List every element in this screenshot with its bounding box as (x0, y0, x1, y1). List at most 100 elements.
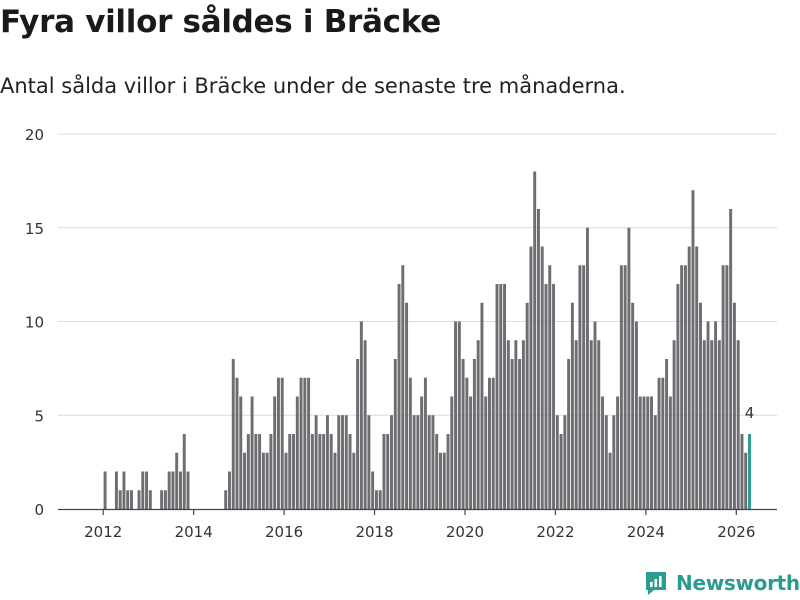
bar (714, 321, 718, 509)
bar (552, 284, 556, 509)
bar (333, 452, 337, 509)
bar (488, 377, 491, 509)
bar (386, 434, 390, 509)
x-tick-label-2026: 2026 (717, 523, 755, 541)
bar (676, 284, 680, 509)
bar (495, 284, 499, 509)
bar (469, 396, 473, 509)
bar (484, 396, 488, 509)
bar (427, 415, 431, 509)
bar (416, 415, 420, 509)
bar (608, 452, 612, 509)
newsworthy-brand[interactable]: Newsworthy (644, 570, 800, 596)
bar (503, 284, 507, 509)
bar (642, 396, 646, 509)
bar (114, 471, 118, 509)
bar (518, 359, 522, 509)
bar (367, 415, 371, 509)
bar (729, 209, 733, 509)
bar (160, 490, 164, 509)
bar (412, 415, 416, 509)
bar (717, 340, 721, 509)
y-tick-label-20: 20 (25, 126, 44, 144)
x-tick-label-2014: 2014 (175, 523, 213, 541)
bar (646, 396, 650, 509)
bar (356, 359, 360, 509)
bar (295, 396, 299, 509)
bar (439, 452, 442, 509)
y-tick-label-15: 15 (25, 220, 44, 238)
bar (699, 302, 702, 509)
bar (182, 434, 186, 509)
bar (472, 359, 476, 509)
bar (186, 471, 190, 509)
bar (171, 471, 175, 509)
bar (284, 452, 288, 509)
bar (574, 340, 578, 509)
bar (352, 452, 356, 509)
bar (318, 434, 322, 509)
bar (665, 359, 669, 509)
bar (740, 434, 744, 509)
axes: 0 5 10 15 20 2012 2014 2016 2018 2020 2022 2024 2026 (25, 126, 777, 541)
bar (329, 434, 333, 509)
bar (122, 471, 126, 509)
bar (476, 340, 480, 509)
gridlines (58, 133, 777, 416)
bar (525, 302, 529, 509)
bar (680, 265, 684, 509)
bars (103, 171, 751, 509)
bar (363, 340, 367, 509)
bar (491, 377, 495, 509)
x-tick-label-2016: 2016 (265, 523, 303, 541)
bar (382, 434, 386, 509)
bar (499, 284, 503, 509)
bar (148, 490, 152, 509)
bar (303, 377, 307, 509)
bar (555, 415, 559, 509)
bar (310, 434, 314, 509)
bar (431, 415, 435, 509)
bar (175, 452, 179, 509)
bar (393, 359, 397, 509)
bar-value-label: 4 (745, 404, 755, 422)
bar (638, 396, 642, 509)
bar (167, 471, 171, 509)
bar (442, 452, 446, 509)
bar (559, 434, 563, 509)
bar (246, 434, 250, 509)
bar (653, 415, 657, 509)
bar (239, 396, 243, 509)
bar (337, 415, 341, 509)
y-tick-label-0: 0 (34, 501, 44, 519)
bar (292, 434, 295, 509)
x-tick-label-2018: 2018 (355, 523, 393, 541)
bar (258, 434, 262, 509)
bar (578, 265, 582, 509)
bar (627, 227, 631, 509)
bar (145, 471, 149, 509)
newsworthy-logo-icon (646, 572, 666, 595)
bar (325, 415, 329, 509)
bar (299, 377, 303, 509)
bar (126, 490, 130, 509)
bar (374, 490, 378, 509)
bar (612, 415, 616, 509)
bar (691, 190, 695, 509)
bar (593, 321, 597, 509)
bar (514, 340, 518, 509)
bar (276, 377, 280, 509)
bar (533, 171, 537, 509)
bar (231, 359, 235, 509)
bar (582, 265, 586, 509)
bar (341, 415, 344, 509)
bar (390, 415, 393, 509)
bar (450, 396, 454, 509)
bar (163, 490, 167, 509)
bar (480, 302, 484, 509)
x-tick-label-2012: 2012 (84, 523, 122, 541)
bar (265, 452, 269, 509)
bar (322, 434, 326, 509)
bar (623, 265, 627, 509)
bar (536, 209, 540, 509)
